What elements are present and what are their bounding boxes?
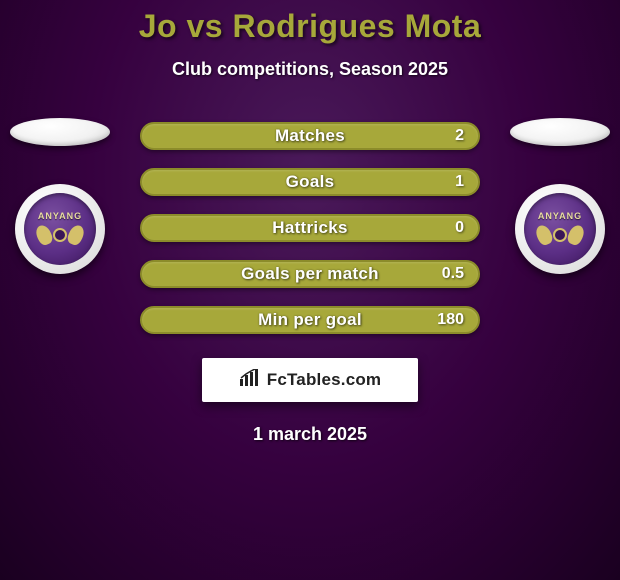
player-right-marker [510,118,610,146]
date-label: 1 march 2025 [0,424,620,445]
badge-label: ANYANG [538,211,582,221]
stat-row: Min per goal 180 [140,306,480,334]
stat-row: Goals 1 [140,168,480,196]
subtitle: Club competitions, Season 2025 [0,59,620,80]
stat-row: Matches 2 [140,122,480,150]
page-title: Jo vs Rodrigues Mota [0,8,620,45]
stat-row: Hattricks 0 [140,214,480,242]
stat-row: Goals per match 0.5 [140,260,480,288]
comparison-card: Jo vs Rodrigues Mota Club competitions, … [0,0,620,445]
club-badge-icon: ANYANG [524,193,596,265]
player-left-marker [10,118,110,146]
badge-ball-icon [553,228,567,242]
badge-wings-icon [537,223,583,247]
chart-bar-icon [239,369,261,392]
stat-value: 0.5 [442,265,464,283]
stat-value: 2 [455,127,464,145]
stat-value: 0 [455,219,464,237]
stat-label: Goals per match [241,264,379,284]
stat-value: 1 [455,173,464,191]
stat-label: Min per goal [258,310,362,330]
player-left-column: ANYANG [10,118,110,274]
player-right-column: ANYANG [510,118,610,274]
stat-label: Goals [286,172,335,192]
stat-value: 180 [437,311,464,329]
badge-ball-icon [53,228,67,242]
badge-wings-icon [37,223,83,247]
player-right-badge: ANYANG [515,184,605,274]
brand-label: FcTables.com [267,370,382,390]
stat-label: Hattricks [272,218,347,238]
club-badge-icon: ANYANG [24,193,96,265]
player-left-badge: ANYANG [15,184,105,274]
brand-watermark: FcTables.com [202,358,418,402]
badge-label: ANYANG [38,211,82,221]
stat-label: Matches [275,126,345,146]
